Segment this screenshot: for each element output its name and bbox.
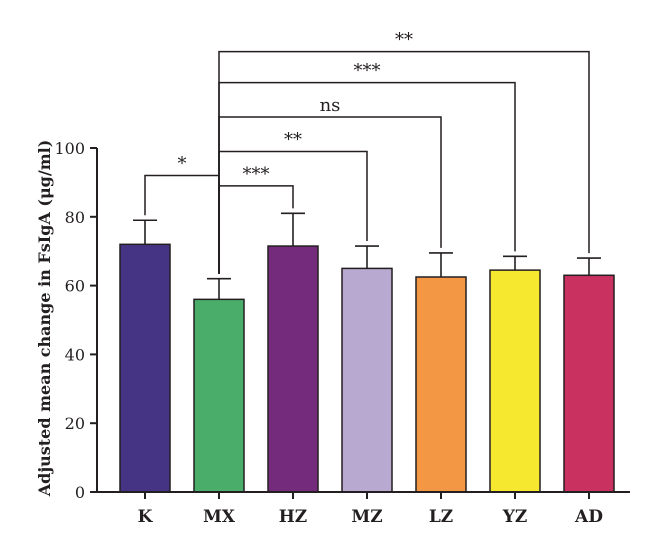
bar-yz xyxy=(489,269,541,493)
x-tick-label-yz: YZ xyxy=(502,507,528,527)
significance-label: * xyxy=(178,154,187,175)
x-tick-label-lz: LZ xyxy=(429,507,453,527)
bar-mz xyxy=(341,267,393,493)
error-bar-k xyxy=(133,219,157,245)
error-bar-lz xyxy=(429,252,453,277)
x-tick-label-k: K xyxy=(138,507,154,527)
error-bar-hz xyxy=(281,212,305,247)
y-tick-label-20: 20 xyxy=(65,414,85,433)
y-tick-label-40: 40 xyxy=(65,345,85,364)
y-tick-label-60: 60 xyxy=(65,277,85,296)
bar-mx xyxy=(193,298,245,493)
x-tick-label-mz: MZ xyxy=(351,507,382,527)
axes: 0 20 40 60 80 100 K MX HZ MZ LZ YZ AD xyxy=(54,139,630,527)
y-tick-label-0: 0 xyxy=(75,483,85,502)
significance-label: *** xyxy=(354,61,381,82)
y-tick-label-80: 80 xyxy=(65,208,85,227)
bar-ad xyxy=(563,274,615,493)
significance-label: ** xyxy=(284,129,302,150)
bar-k xyxy=(119,243,171,493)
error-bar-mx xyxy=(207,277,231,300)
bar-lz xyxy=(415,276,467,493)
significance-bracket-mx-ad: ** xyxy=(218,30,590,274)
x-tick-label-mx: MX xyxy=(203,507,236,527)
bar-hz xyxy=(267,245,319,493)
bars xyxy=(119,243,615,493)
significance-brackets: * *****ns***** xyxy=(144,30,590,274)
x-tick-label-ad: AD xyxy=(574,507,603,527)
error-bar-ad xyxy=(577,257,601,276)
bracket-line xyxy=(218,50,590,274)
error-bar-yz xyxy=(503,255,527,271)
y-tick-label-100: 100 xyxy=(54,139,85,158)
error-bars xyxy=(133,212,601,300)
significance-label: ** xyxy=(395,30,413,51)
error-bar-mz xyxy=(355,245,379,269)
x-tick-label-hz: HZ xyxy=(279,507,307,527)
significance-label: ns xyxy=(320,95,341,116)
y-axis-title: Adjusted mean change in FsIgA (μg/ml) xyxy=(35,140,54,498)
significance-label: *** xyxy=(243,164,270,185)
bracket-line xyxy=(218,116,442,274)
